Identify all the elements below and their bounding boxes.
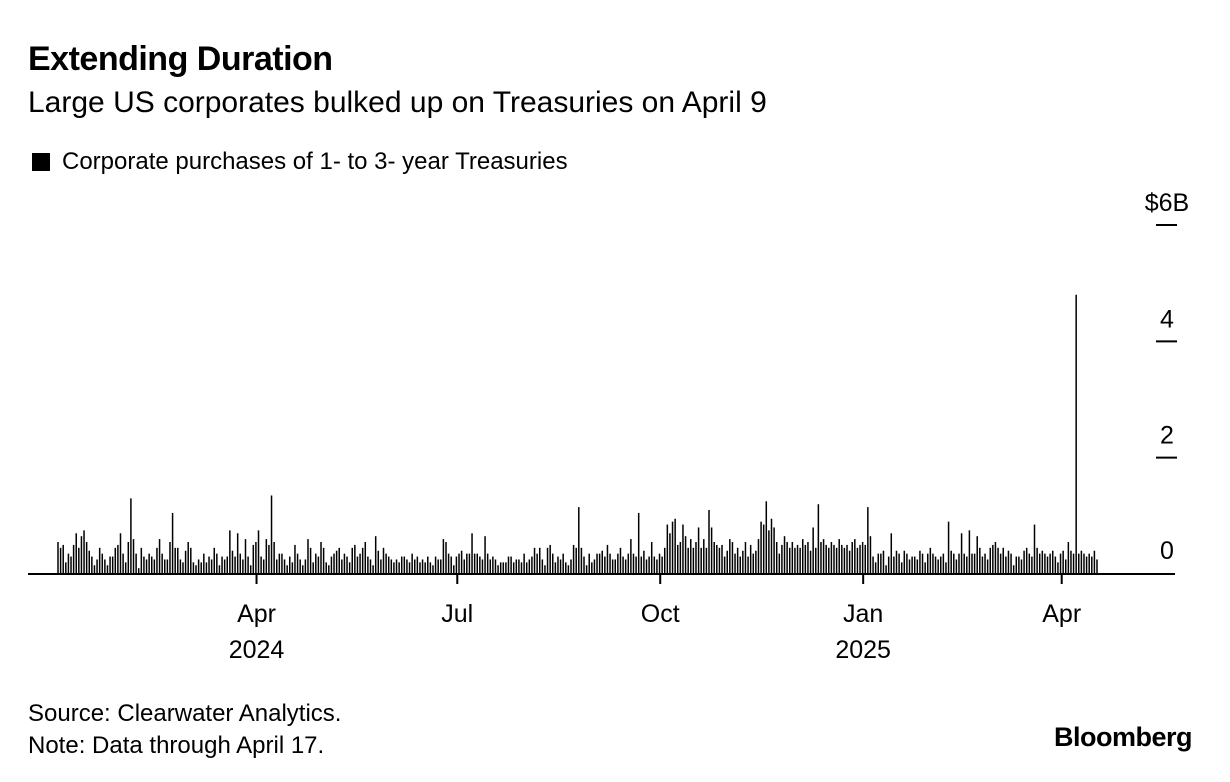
x-tick-label: Apr xyxy=(1042,600,1081,628)
legend-swatch xyxy=(32,153,50,171)
x-axis: Apr 2024 Jul Oct Jan 2025 Apr xyxy=(28,573,1175,664)
y-tick-label: 0 xyxy=(1160,537,1174,565)
x-tick-label: Jul xyxy=(441,600,473,628)
y-tick-label: $6B xyxy=(1145,189,1189,217)
x-tick-label: Jan xyxy=(843,600,883,628)
data-note: Note: Data through April 17. xyxy=(28,732,325,759)
legend: Corporate purchases of 1- to 3- year Tre… xyxy=(32,148,568,176)
bloomberg-logo: Bloomberg xyxy=(1053,722,1193,752)
x-year-label: 2025 xyxy=(835,636,891,664)
x-year-label: 2024 xyxy=(229,636,285,664)
y-tick-label: 4 xyxy=(1160,305,1174,333)
chart-title: Extending Duration xyxy=(28,40,333,78)
y-axis: 0 2 4 $6B xyxy=(1145,189,1189,565)
chart-subtitle: Large US corporates bulked up on Treasur… xyxy=(28,86,767,119)
x-tick-label: Apr xyxy=(237,600,276,628)
legend-label: Corporate purchases of 1- to 3- year Tre… xyxy=(62,148,568,175)
bar-chart: 0 2 4 $6B Apr 2024 Jul Oct Jan 2025 Apr xyxy=(28,189,1189,664)
bars-group xyxy=(57,294,1098,574)
x-tick-label: Oct xyxy=(641,600,680,628)
source-note: Source: Clearwater Analytics. xyxy=(28,700,342,727)
y-tick-label: 2 xyxy=(1160,422,1174,450)
